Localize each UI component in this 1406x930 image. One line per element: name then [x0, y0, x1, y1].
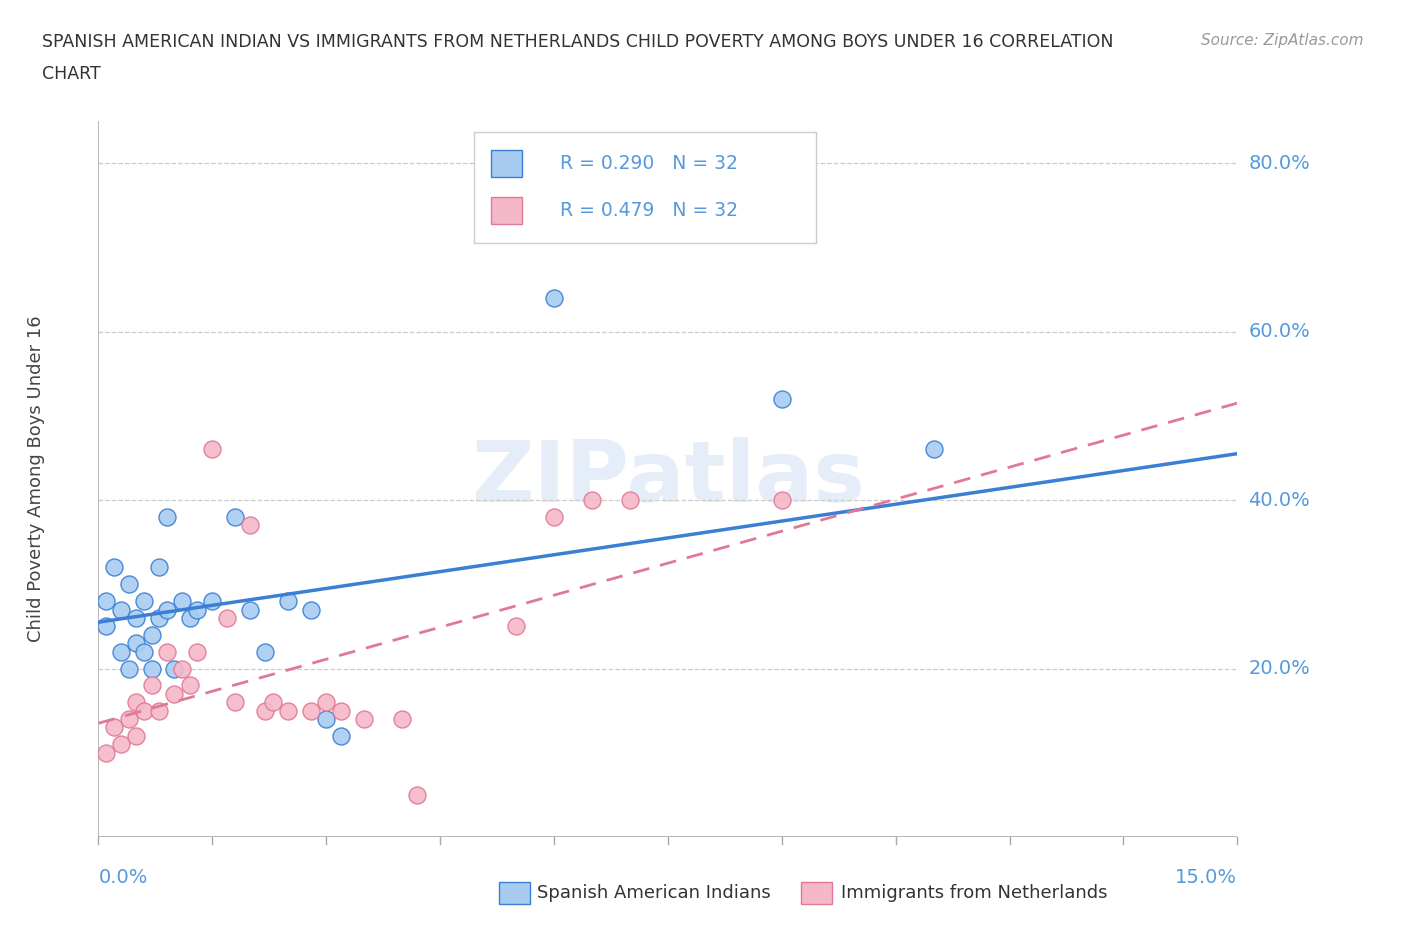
- Point: [170, 593, 193, 608]
- Point: [148, 703, 170, 718]
- Point: [315, 695, 337, 710]
- Point: [156, 602, 179, 617]
- Point: [315, 711, 337, 726]
- Text: CHART: CHART: [42, 65, 101, 83]
- Bar: [491, 197, 522, 224]
- Point: [619, 493, 641, 508]
- Point: [201, 442, 224, 457]
- Point: [254, 703, 277, 718]
- Point: [132, 593, 155, 608]
- Point: [94, 593, 117, 608]
- Point: [103, 560, 125, 575]
- Point: [239, 602, 262, 617]
- Point: [543, 510, 565, 525]
- Point: [239, 518, 262, 533]
- FancyBboxPatch shape: [474, 132, 815, 243]
- Point: [770, 493, 793, 508]
- Point: [125, 610, 148, 625]
- Point: [186, 644, 208, 659]
- Text: Source: ZipAtlas.com: Source: ZipAtlas.com: [1201, 33, 1364, 47]
- Bar: [491, 151, 522, 178]
- Text: R = 0.479   N = 32: R = 0.479 N = 32: [560, 201, 738, 219]
- Point: [353, 711, 375, 726]
- Text: 20.0%: 20.0%: [1249, 659, 1310, 678]
- Point: [505, 619, 527, 634]
- Point: [94, 619, 117, 634]
- Point: [141, 628, 163, 643]
- Point: [330, 728, 353, 743]
- Text: 15.0%: 15.0%: [1175, 868, 1237, 886]
- Point: [163, 686, 186, 701]
- Point: [148, 560, 170, 575]
- Point: [163, 661, 186, 676]
- Point: [132, 644, 155, 659]
- Point: [543, 290, 565, 305]
- Point: [156, 510, 179, 525]
- Point: [391, 711, 413, 726]
- Point: [299, 602, 322, 617]
- Point: [224, 510, 246, 525]
- Point: [770, 392, 793, 406]
- Text: Spanish American Indians: Spanish American Indians: [537, 884, 770, 902]
- Text: 40.0%: 40.0%: [1249, 490, 1310, 510]
- Point: [179, 678, 201, 693]
- Point: [118, 711, 141, 726]
- Point: [110, 644, 132, 659]
- Point: [224, 695, 246, 710]
- Point: [110, 737, 132, 751]
- Point: [103, 720, 125, 735]
- Point: [277, 703, 299, 718]
- Text: 80.0%: 80.0%: [1249, 153, 1310, 173]
- Point: [148, 610, 170, 625]
- Point: [179, 610, 201, 625]
- Point: [201, 593, 224, 608]
- Point: [125, 728, 148, 743]
- Point: [125, 695, 148, 710]
- Point: [262, 695, 284, 710]
- Point: [330, 703, 353, 718]
- Point: [581, 493, 603, 508]
- Text: Child Poverty Among Boys Under 16: Child Poverty Among Boys Under 16: [27, 315, 45, 643]
- Point: [277, 593, 299, 608]
- Point: [132, 703, 155, 718]
- Point: [141, 661, 163, 676]
- Text: ZIPatlas: ZIPatlas: [471, 437, 865, 521]
- Text: SPANISH AMERICAN INDIAN VS IMMIGRANTS FROM NETHERLANDS CHILD POVERTY AMONG BOYS : SPANISH AMERICAN INDIAN VS IMMIGRANTS FR…: [42, 33, 1114, 50]
- Text: Immigrants from Netherlands: Immigrants from Netherlands: [841, 884, 1108, 902]
- Point: [406, 788, 429, 803]
- Text: R = 0.290   N = 32: R = 0.290 N = 32: [560, 154, 738, 173]
- Point: [118, 661, 141, 676]
- Point: [922, 442, 945, 457]
- Point: [94, 745, 117, 760]
- Point: [299, 703, 322, 718]
- Point: [118, 577, 141, 591]
- Point: [170, 661, 193, 676]
- Point: [156, 644, 179, 659]
- Point: [186, 602, 208, 617]
- Point: [141, 678, 163, 693]
- Point: [110, 602, 132, 617]
- Text: 0.0%: 0.0%: [98, 868, 148, 886]
- Point: [254, 644, 277, 659]
- Point: [217, 610, 239, 625]
- Text: 60.0%: 60.0%: [1249, 322, 1310, 341]
- Point: [125, 636, 148, 651]
